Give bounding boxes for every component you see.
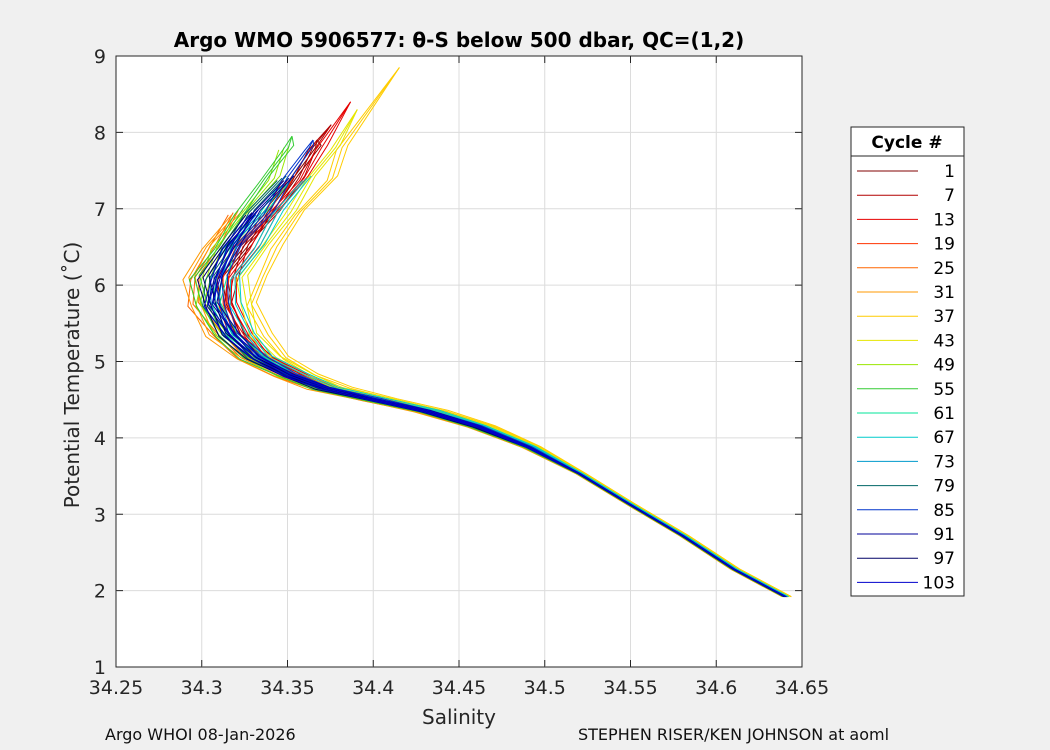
y-tick-label: 1 (94, 657, 106, 679)
y-tick-label: 8 (94, 122, 106, 144)
legend-label-67: 67 (933, 428, 955, 448)
x-tick-label: 34.55 (603, 677, 657, 699)
x-tick-label: 34.6 (695, 677, 737, 699)
legend-label-61: 61 (933, 404, 955, 424)
y-tick-label: 3 (94, 504, 106, 526)
legend-label-31: 31 (933, 283, 955, 303)
legend-label-73: 73 (933, 452, 955, 472)
y-tick-label: 6 (94, 275, 106, 297)
legend-label-1: 1 (944, 162, 955, 182)
y-tick-label: 7 (94, 199, 106, 221)
legend-label-79: 79 (933, 477, 955, 497)
x-tick-label: 34.65 (775, 677, 829, 699)
legend-label-13: 13 (933, 210, 955, 230)
series-line-cycle-55 (188, 135, 784, 598)
legend-label-19: 19 (933, 235, 955, 255)
legend-label-25: 25 (933, 259, 955, 279)
series-line-cycle-43 (236, 109, 790, 598)
legend-label-91: 91 (933, 525, 955, 545)
legend-label-7: 7 (944, 186, 955, 206)
legend: Cycle # 1 7 13 19 25 31 37 43 49 55 61 67 73 79 85 91 97… (850, 126, 965, 597)
footer-right: STEPHEN RISER/KEN JOHNSON at aoml (578, 725, 890, 744)
legend-box (850, 126, 965, 597)
x-tick-label: 34.45 (432, 677, 486, 699)
legend-label-97: 97 (933, 549, 955, 569)
legend-title: Cycle # (871, 133, 942, 153)
legend-label-85: 85 (933, 501, 955, 521)
x-tick-label: 34.35 (260, 677, 314, 699)
series-lines (182, 67, 792, 598)
y-axis-label: Potential Temperature (˚C) (60, 242, 84, 509)
y-tick-label: 9 (94, 46, 106, 68)
chart-title: Argo WMO 5906577: θ-S below 500 dbar, QC… (174, 28, 744, 52)
series-line-cycle-37 (246, 67, 792, 598)
ticks: 34.25 34.3 34.35 34.4 34.45 34.5 34.55 34.6 34.6… (89, 46, 829, 699)
legend-label-43: 43 (933, 331, 955, 351)
x-tick-label: 34.25 (89, 677, 143, 699)
legend-label-55: 55 (933, 380, 955, 400)
x-axis-label: Salinity (422, 705, 496, 729)
footer-left: Argo WHOI 08-Jan-2026 (105, 725, 296, 744)
y-tick-label: 4 (94, 428, 106, 450)
x-tick-label: 34.3 (181, 677, 223, 699)
y-tick-label: 2 (94, 581, 106, 603)
series-line-cycle-103 (203, 214, 786, 598)
legend-entries: 1 7 13 19 25 31 37 43 49 55 61 67 73 79 85 91 97 103 (857, 162, 955, 593)
y-tick-label: 5 (94, 352, 106, 374)
x-tick-label: 34.4 (352, 677, 394, 699)
grid (116, 56, 802, 667)
legend-label-103: 103 (923, 573, 955, 593)
legend-label-49: 49 (933, 356, 955, 376)
x-tick-label: 34.5 (524, 677, 566, 699)
legend-label-37: 37 (933, 307, 955, 327)
